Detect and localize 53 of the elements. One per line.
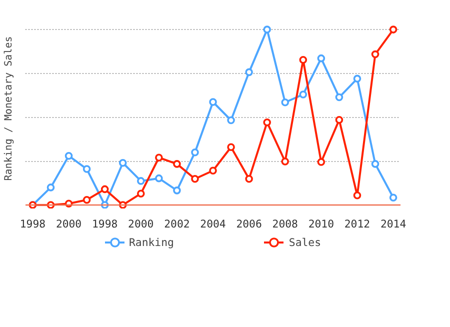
- point: [209, 166, 217, 174]
- x-tick-label: 2010: [308, 218, 334, 230]
- x-tick-label: 2002: [164, 218, 190, 230]
- point: [281, 98, 290, 106]
- point: [335, 116, 344, 124]
- point: [299, 90, 308, 98]
- point: [371, 50, 380, 58]
- x-tick-label: 2000: [128, 218, 154, 230]
- point: [100, 185, 109, 194]
- point: [64, 152, 73, 160]
- point: [191, 148, 199, 156]
- point: [46, 184, 55, 192]
- point: [136, 190, 145, 198]
- point: [245, 68, 253, 76]
- point: [317, 158, 326, 166]
- point: [281, 158, 290, 166]
- point: [389, 194, 398, 202]
- point: [335, 93, 344, 102]
- point: [353, 74, 362, 83]
- x-tick-label: 2014: [380, 218, 406, 230]
- point: [371, 160, 380, 168]
- x-tick-label: 2012: [344, 218, 370, 230]
- point: [299, 56, 308, 64]
- point: [227, 143, 235, 151]
- point: [82, 196, 91, 204]
- point: [263, 118, 271, 126]
- legend-label: Ranking: [129, 236, 174, 248]
- point: [82, 165, 91, 173]
- point: [173, 186, 181, 194]
- point: [118, 201, 127, 208]
- point: [227, 116, 235, 124]
- x-tick-label: 2006: [236, 218, 262, 230]
- y-axis-title: Ranking / Monetary Sales: [4, 36, 14, 181]
- point: [100, 201, 109, 208]
- point: [173, 160, 181, 168]
- x-tick-label: 1998: [92, 218, 118, 230]
- point: [155, 154, 163, 162]
- point: [263, 26, 271, 34]
- x-tick-label: 2004: [200, 218, 226, 230]
- point: [389, 26, 398, 34]
- point: [191, 174, 199, 183]
- x-tick-label: 1998: [20, 218, 46, 230]
- point: [136, 177, 145, 185]
- legend-label: Sales: [288, 236, 321, 248]
- x-tick-label: 2000: [56, 218, 82, 230]
- point: [353, 191, 362, 200]
- x-tick-label: 2008: [272, 218, 298, 230]
- point: [317, 54, 326, 62]
- point: [155, 174, 163, 182]
- point: [118, 158, 127, 167]
- point: [46, 201, 55, 208]
- point: [209, 98, 217, 106]
- point: [245, 174, 253, 183]
